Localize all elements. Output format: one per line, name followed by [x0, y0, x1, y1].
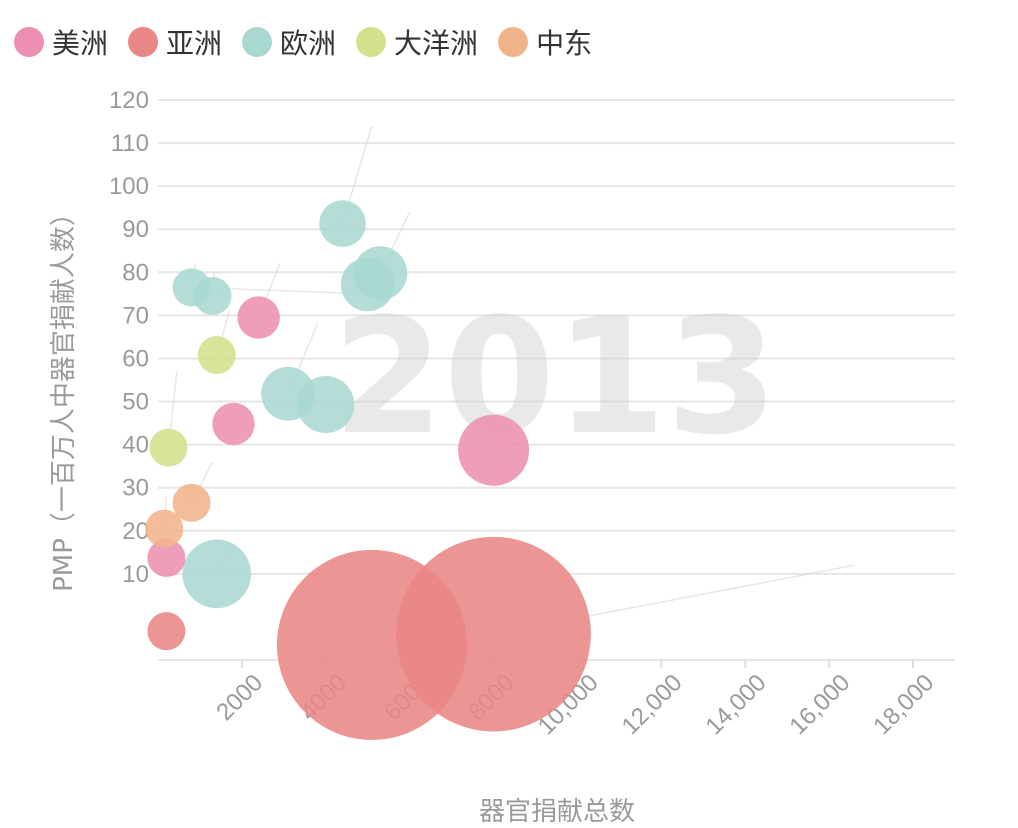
- legend-label-americas: 美洲: [52, 27, 109, 60]
- legend-item-europe[interactable]: 欧洲: [242, 22, 336, 62]
- bubbles: [145, 200, 591, 740]
- bubble-asia-1[interactable]: [276, 549, 467, 740]
- legend-swatch-oceania: [356, 27, 387, 57]
- x-tick-label-12000: 12,000: [617, 669, 688, 740]
- y-axis-title: PMP（一百万人中器官捐献人数）: [49, 200, 79, 592]
- y-tick-label-110: 110: [111, 130, 149, 157]
- y-tick-label-120: 120: [109, 87, 149, 114]
- bubble-americas-11[interactable]: [147, 538, 186, 577]
- y-tick-label-60: 60: [122, 345, 149, 372]
- legend-swatch-asia: [128, 27, 159, 57]
- legend-label-asia: 亚洲: [166, 27, 223, 60]
- year-watermark: 2013: [332, 283, 777, 470]
- bubble-europe-3[interactable]: [182, 539, 252, 609]
- x-tick-label-18000: 18,000: [868, 669, 939, 740]
- y-tick-label-50: 50: [122, 389, 149, 416]
- y-tick-label-10: 10: [122, 561, 149, 588]
- x-axis-title: 器官捐献总数: [479, 797, 635, 827]
- bubble-americas-9[interactable]: [237, 296, 280, 339]
- legend-item-americas[interactable]: 美洲: [14, 22, 108, 62]
- legend-swatch-middle-east: [498, 27, 529, 57]
- x-tick-label-14000: 14,000: [701, 669, 772, 740]
- bubble-europe-6[interactable]: [340, 257, 395, 312]
- legend-label-oceania: 大洋洲: [394, 27, 479, 60]
- y-tick-label-20: 20: [122, 518, 149, 545]
- bubble-americas-10[interactable]: [212, 402, 255, 446]
- bubble-americas-2[interactable]: [458, 414, 530, 486]
- y-tick-label-70: 70: [122, 302, 149, 329]
- bubble-asia-12[interactable]: [147, 612, 186, 651]
- x-tick-label-16000: 16,000: [784, 669, 855, 740]
- x-tick-label-2000: 2000: [211, 669, 268, 726]
- bubble-europe-8[interactable]: [319, 200, 366, 247]
- y-tick-label-40: 40: [122, 432, 149, 459]
- y-tick-label-30: 30: [122, 475, 149, 502]
- legend-item-middle-east[interactable]: 中东: [498, 22, 592, 62]
- legend-item-asia[interactable]: 亚洲: [128, 22, 222, 62]
- y-tick-label-90: 90: [122, 216, 149, 243]
- legend-swatch-americas: [14, 27, 44, 57]
- legend: 美洲 亚洲 欧洲 大洋洲 中东: [14, 22, 612, 62]
- y-axis-ticks: 10 20 30 40 50 60 70 80 90 100 110 120: [109, 87, 149, 588]
- bubble-middle-east-17[interactable]: [172, 483, 211, 522]
- bubble-oceania-16[interactable]: [149, 428, 188, 467]
- legend-item-oceania[interactable]: 大洋洲: [356, 22, 478, 62]
- bubble-oceania-15[interactable]: [197, 336, 236, 375]
- legend-label-europe: 欧洲: [280, 27, 337, 60]
- legend-label-middle-east: 中东: [536, 27, 593, 60]
- y-tick-label-80: 80: [122, 259, 149, 286]
- bubble-europe-14[interactable]: [193, 277, 232, 315]
- y-tick-label-100: 100: [109, 173, 149, 200]
- legend-swatch-europe: [242, 27, 273, 57]
- bubble-europe-7[interactable]: [261, 366, 315, 421]
- bubble-middle-east-18[interactable]: [145, 509, 184, 548]
